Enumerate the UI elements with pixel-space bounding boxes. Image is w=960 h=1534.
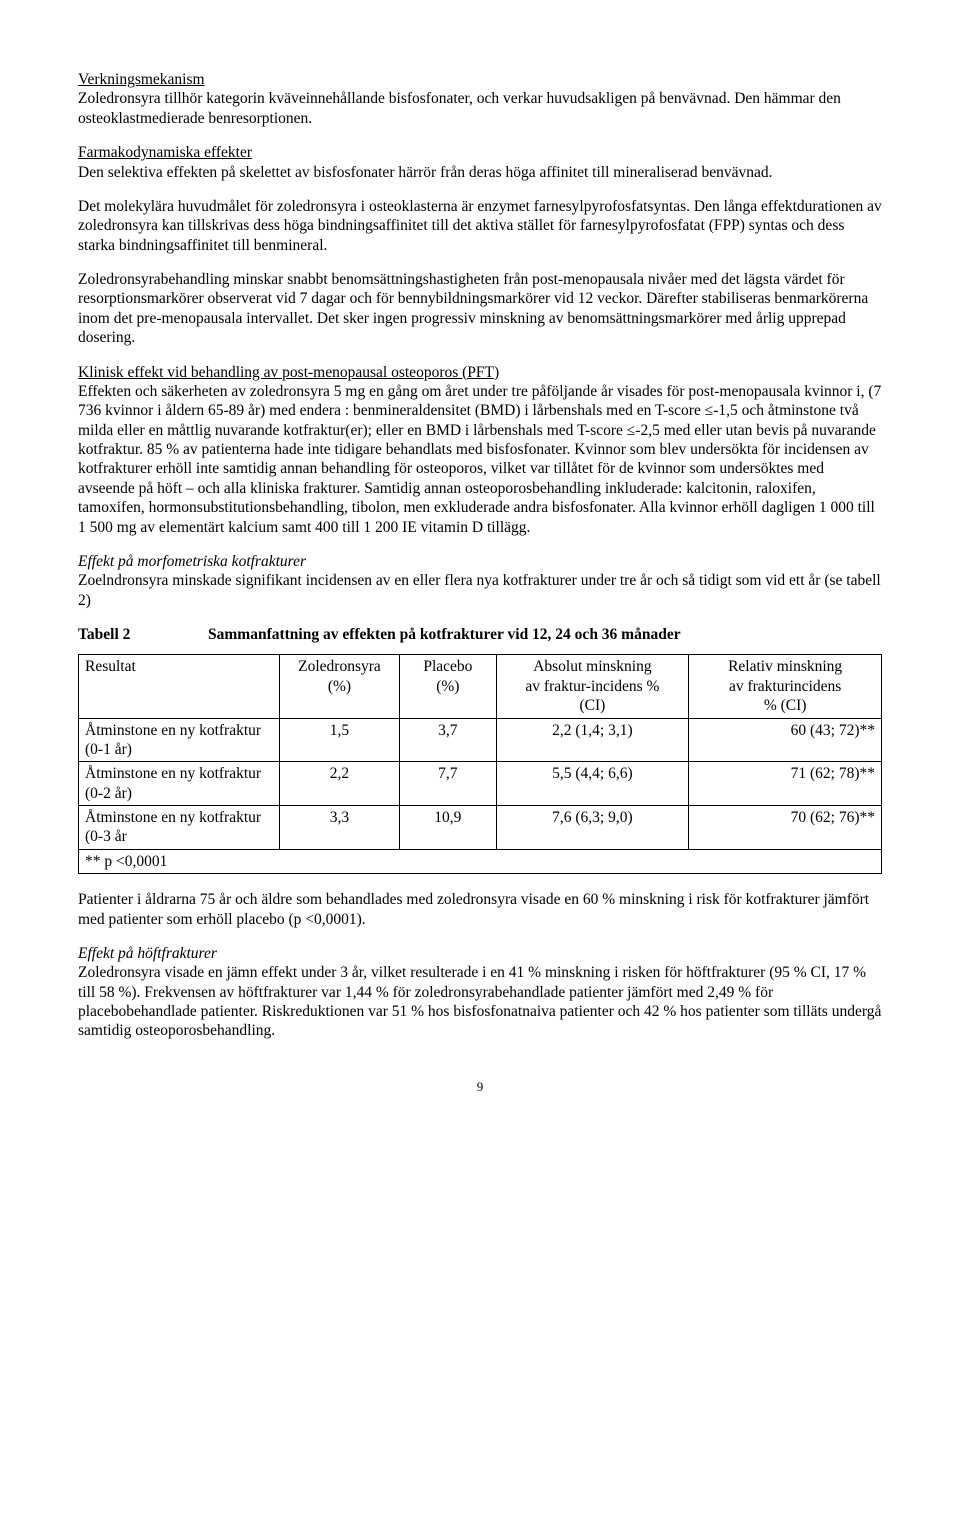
table-row: Åtminstone en ny kotfraktur (0-2 år)2,27… (79, 762, 882, 806)
table-row: Åtminstone en ny kotfraktur (0-1 år)1,53… (79, 718, 882, 762)
para-s5: Zoelndronsyra minskade signifikant incid… (78, 571, 882, 610)
table-header-cell: Absolut minskningav fraktur-incidens %(C… (496, 655, 689, 718)
table-row: Åtminstone en ny kotfraktur (0-3 år3,310… (79, 806, 882, 850)
table-header-cell: Relativ minskningav frakturincidens% (CI… (689, 655, 882, 718)
heading-effekt-morfometriska: Effekt på morfometriska kotfrakturer (78, 552, 882, 571)
table-caption: Tabell 2 Sammanfattning av effekten på k… (78, 625, 882, 644)
table-cell: 3,3 (279, 806, 399, 850)
para-s3b: Zoledronsyrabehandling minskar snabbt be… (78, 270, 882, 348)
para-s4: Effekten och säkerheten av zoledronsyra … (78, 382, 882, 537)
table-cell: 5,5 (4,4; 6,6) (496, 762, 689, 806)
table-cell: 70 (62; 76)** (689, 806, 882, 850)
table-cell: 2,2 (1,4; 3,1) (496, 718, 689, 762)
table-footnote-cell: ** p <0,0001 (79, 849, 882, 873)
table-cell: 7,7 (400, 762, 496, 806)
table-cell: 2,2 (279, 762, 399, 806)
table-cell: 3,7 (400, 718, 496, 762)
table-cell: 7,6 (6,3; 9,0) (496, 806, 689, 850)
table-cell: 10,9 (400, 806, 496, 850)
table-cell: 71 (62; 78)** (689, 762, 882, 806)
table-cell: Åtminstone en ny kotfraktur (0-2 år) (79, 762, 280, 806)
table-cell: Åtminstone en ny kotfraktur (0-3 år (79, 806, 280, 850)
table-header-cell: Resultat (79, 655, 280, 718)
heading-farmakodynamiska: Farmakodynamiska effekter (78, 143, 882, 162)
table-title: Sammanfattning av effekten på kotfraktur… (208, 625, 681, 644)
table-header-cell: Placebo(%) (400, 655, 496, 718)
table-header-row: ResultatZoledronsyra(%)Placebo(%)Absolut… (79, 655, 882, 718)
table-cell: 1,5 (279, 718, 399, 762)
table-cell: 60 (43; 72)** (689, 718, 882, 762)
para-s1: Zoledronsyra tillhör kategorin kväveinne… (78, 89, 882, 128)
heading-verkningsmekanism: Verkningsmekanism (78, 70, 882, 89)
page-number: 9 (78, 1079, 882, 1095)
table-footnote-row: ** p <0,0001 (79, 849, 882, 873)
para-s7: Zoledronsyra visade en jämn effekt under… (78, 963, 882, 1041)
kotfraktur-table: ResultatZoledronsyra(%)Placebo(%)Absolut… (78, 654, 882, 874)
data-table-wrap: ResultatZoledronsyra(%)Placebo(%)Absolut… (78, 654, 882, 874)
para-s2: Den selektiva effekten på skelettet av b… (78, 163, 882, 182)
para-s3a: Det molekylära huvudmålet för zoledronsy… (78, 197, 882, 255)
table-header-cell: Zoledronsyra(%) (279, 655, 399, 718)
table-cell: Åtminstone en ny kotfraktur (0-1 år) (79, 718, 280, 762)
table-label: Tabell 2 (78, 625, 178, 644)
para-s6: Patienter i åldrarna 75 år och äldre som… (78, 890, 882, 929)
heading-effekt-hoft: Effekt på höftfrakturer (78, 944, 882, 963)
heading-klinisk-effekt: Klinisk effekt vid behandling av post-me… (78, 363, 882, 382)
